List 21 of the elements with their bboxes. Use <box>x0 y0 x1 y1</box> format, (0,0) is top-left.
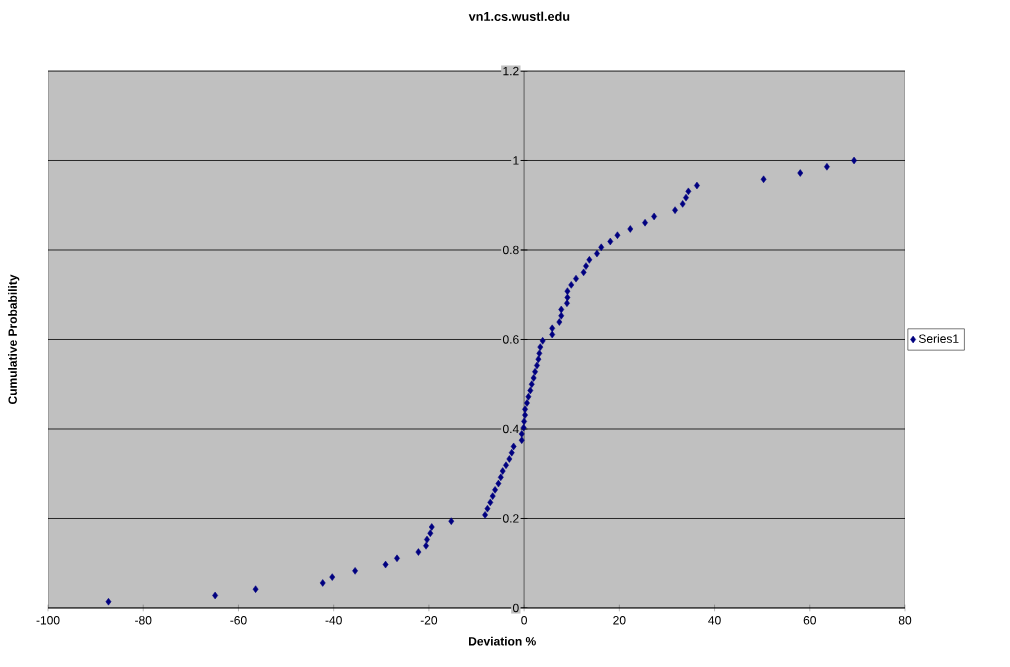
y-tick-label: 0.6 <box>502 335 519 344</box>
y-tick-label: 1.2 <box>503 66 519 76</box>
x-tick-label: -100 <box>36 616 60 625</box>
y-tick-label: 0.2 <box>502 514 519 523</box>
x-tick-label: -40 <box>325 616 342 625</box>
x-tick-label: -60 <box>230 616 247 625</box>
y-tick-label: 0.4 <box>502 424 519 434</box>
x-tick-label: 20 <box>613 616 626 625</box>
x-tick-label: 0 <box>521 616 527 625</box>
x-tick-label: 60 <box>803 616 816 625</box>
y-tick-label: 0 <box>512 603 519 613</box>
x-axis-title: Deviation % <box>469 636 536 646</box>
x-tick-label: -20 <box>420 616 438 625</box>
x-tick-label: -80 <box>135 616 152 625</box>
y-axis-title: Cumulative Probability <box>8 274 20 404</box>
y-tick-label: 0.8 <box>502 245 519 255</box>
legend-label: Series1 <box>918 334 959 343</box>
x-tick-label: 80 <box>898 616 912 625</box>
y-tick-label: 1 <box>513 156 519 165</box>
x-tick-label: 40 <box>708 616 721 625</box>
chart-title: vn1.cs.wustl.edu <box>468 11 570 21</box>
